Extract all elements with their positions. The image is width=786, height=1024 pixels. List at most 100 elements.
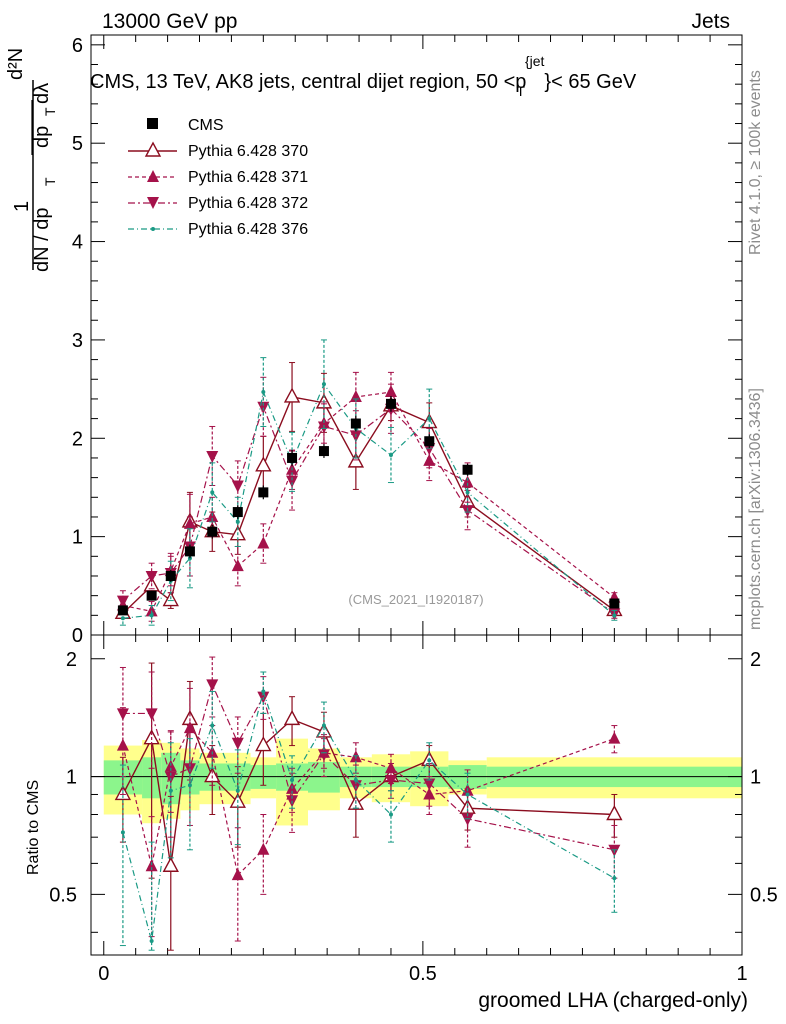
ratio-y-tick-label-right-2: 2: [750, 649, 761, 671]
chart-title-p: p: [515, 71, 526, 93]
y-tick-label-3: 3: [72, 330, 83, 352]
main-marker-3-4: [210, 490, 215, 495]
ratio-marker-2-2: [164, 771, 177, 784]
data-point-1: [146, 590, 157, 601]
ratio-marker-3-9: [353, 777, 358, 782]
data-point-10: [385, 398, 396, 409]
main-marker-2-4: [206, 450, 219, 463]
ratio-marker-1-11: [423, 787, 436, 800]
ylabel-dp-sub: T: [42, 107, 58, 116]
y-tick-label-6: 6: [72, 35, 83, 57]
main-marker-2-5: [231, 480, 244, 493]
legend-marker-372: [147, 197, 159, 209]
legend-label-371: Pythia 6.428 371: [188, 169, 308, 186]
ylabel-one: 1: [11, 201, 33, 212]
ratio-marker-1-6: [257, 842, 270, 855]
main-marker-0-7: [283, 387, 301, 403]
main-marker-2-12: [461, 505, 474, 518]
ylabel-dp: dp: [31, 126, 53, 148]
main-marker-3-1: [149, 613, 154, 618]
ylabel-denominator-sub: T: [42, 177, 58, 186]
legend-label-370: Pythia 6.428 370: [188, 143, 308, 160]
y-tick-label-2: 2: [72, 428, 83, 450]
ratio-marker-3-5: [235, 788, 240, 793]
watermark: (CMS_2021_I1920187): [348, 592, 483, 607]
legend-marker-376: [151, 227, 155, 231]
ratio-y-tick-label-right-1: 1: [750, 767, 761, 789]
y-tick-label-1: 1: [72, 527, 83, 549]
main-marker-3-13: [612, 613, 617, 618]
ratio-marker-3-7: [290, 777, 295, 782]
data-point-5: [232, 507, 243, 518]
ratio-marker-3-10: [388, 812, 393, 817]
ratio-marker-2-4: [206, 679, 219, 692]
main-marker-2-1: [145, 570, 158, 583]
chart-title-sup: {jet: [525, 53, 545, 69]
ratio-y-tick-label-left-0: 0.5: [49, 884, 77, 906]
ratio-marker-2-11: [423, 778, 436, 791]
mc-series: [114, 339, 623, 951]
ratio-marker-3-11: [427, 758, 432, 763]
main-marker-3-10: [388, 453, 393, 457]
main-line-0: [122, 396, 615, 614]
ylabel-denominator: dN / dp: [31, 208, 53, 272]
ratio-marker-2-10: [384, 774, 397, 787]
header-right: Jets: [691, 10, 730, 33]
data-point-4: [207, 526, 218, 537]
main-marker-3-8: [321, 382, 326, 387]
data-point-13: [609, 598, 620, 609]
ratio-marker-3-13: [612, 876, 617, 881]
legend: CMS Pythia 6.428 370 Pythia 6.428 371 Py…: [128, 117, 308, 238]
x-tick-label-0: 0: [98, 963, 109, 985]
main-marker-1-1: [145, 604, 158, 617]
ratio-marker-0-13: [606, 805, 623, 821]
y-tick-label-0: 0: [72, 625, 83, 647]
main-y-label: 1 dN / dp T d²N dp T dλ: [5, 48, 58, 272]
data-point-8: [318, 446, 329, 457]
ratio-marker-3-12: [465, 792, 470, 797]
ratio-y-tick-label-left-2: 2: [66, 649, 77, 671]
ratio-y-label: Ratio to CMS: [25, 780, 42, 875]
main-marker-2-7: [286, 475, 299, 488]
ratio-marker-3-3: [187, 783, 192, 788]
data-point-7: [287, 452, 298, 463]
legend-label-cms: CMS: [188, 117, 224, 134]
chart-title-sub: T: [516, 83, 525, 99]
main-marker-3-0: [120, 616, 125, 621]
main-marker-1-5: [231, 559, 244, 572]
main-marker-1-4: [206, 509, 219, 522]
main-marker-2-0: [116, 595, 129, 608]
data-point-9: [350, 418, 361, 429]
ratio-marker-1-1: [145, 859, 158, 872]
y-tick-label-5: 5: [72, 133, 83, 155]
legend-marker-cms: [147, 118, 158, 129]
chart-title-tail: }< 65 GeV: [544, 71, 636, 93]
ratio-marker-3-8: [321, 723, 326, 728]
ratio-marker-2-5: [231, 737, 244, 750]
ratio-y-tick-label-left-1: 1: [66, 767, 77, 789]
y-tick-label-4: 4: [72, 232, 83, 254]
legend-marker-370: [144, 141, 162, 157]
plot-frames: [90, 34, 743, 956]
chart-title: CMS, 13 TeV, AK8 jets, central dijet reg…: [90, 53, 637, 99]
main-marker-3-11: [427, 416, 432, 421]
x-tick-label-1: 0.5: [409, 963, 437, 985]
ratio-marker-3-1: [149, 939, 154, 944]
ratio-line-1: [122, 727, 615, 877]
axes-and-ticks: 0 0.5 1 0 1 2 3 4 5 6 0.5 0.5 1 1 2 2: [49, 35, 778, 985]
main-marker-3-12: [465, 490, 470, 495]
ratio-marker-3-2: [168, 788, 173, 793]
ratio-marker-3-0: [120, 830, 125, 835]
ratio-marker-3-4: [210, 723, 215, 728]
ratio-frame: [90, 634, 743, 956]
side-label-bottom: mcplots.cern.ch [arXiv:1306.3436]: [747, 388, 764, 630]
ratio-marker-0-6: [255, 736, 272, 752]
side-label-top: Rivet 4.1.0, ≥ 100k events: [747, 70, 764, 255]
ratio-marker-2-8: [317, 749, 330, 762]
data-point-6: [258, 487, 269, 498]
x-tick-label-2: 1: [736, 963, 747, 985]
legend-marker-371: [147, 170, 159, 182]
legend-label-372: Pythia 6.428 372: [188, 195, 308, 212]
main-marker-1-6: [257, 536, 270, 549]
